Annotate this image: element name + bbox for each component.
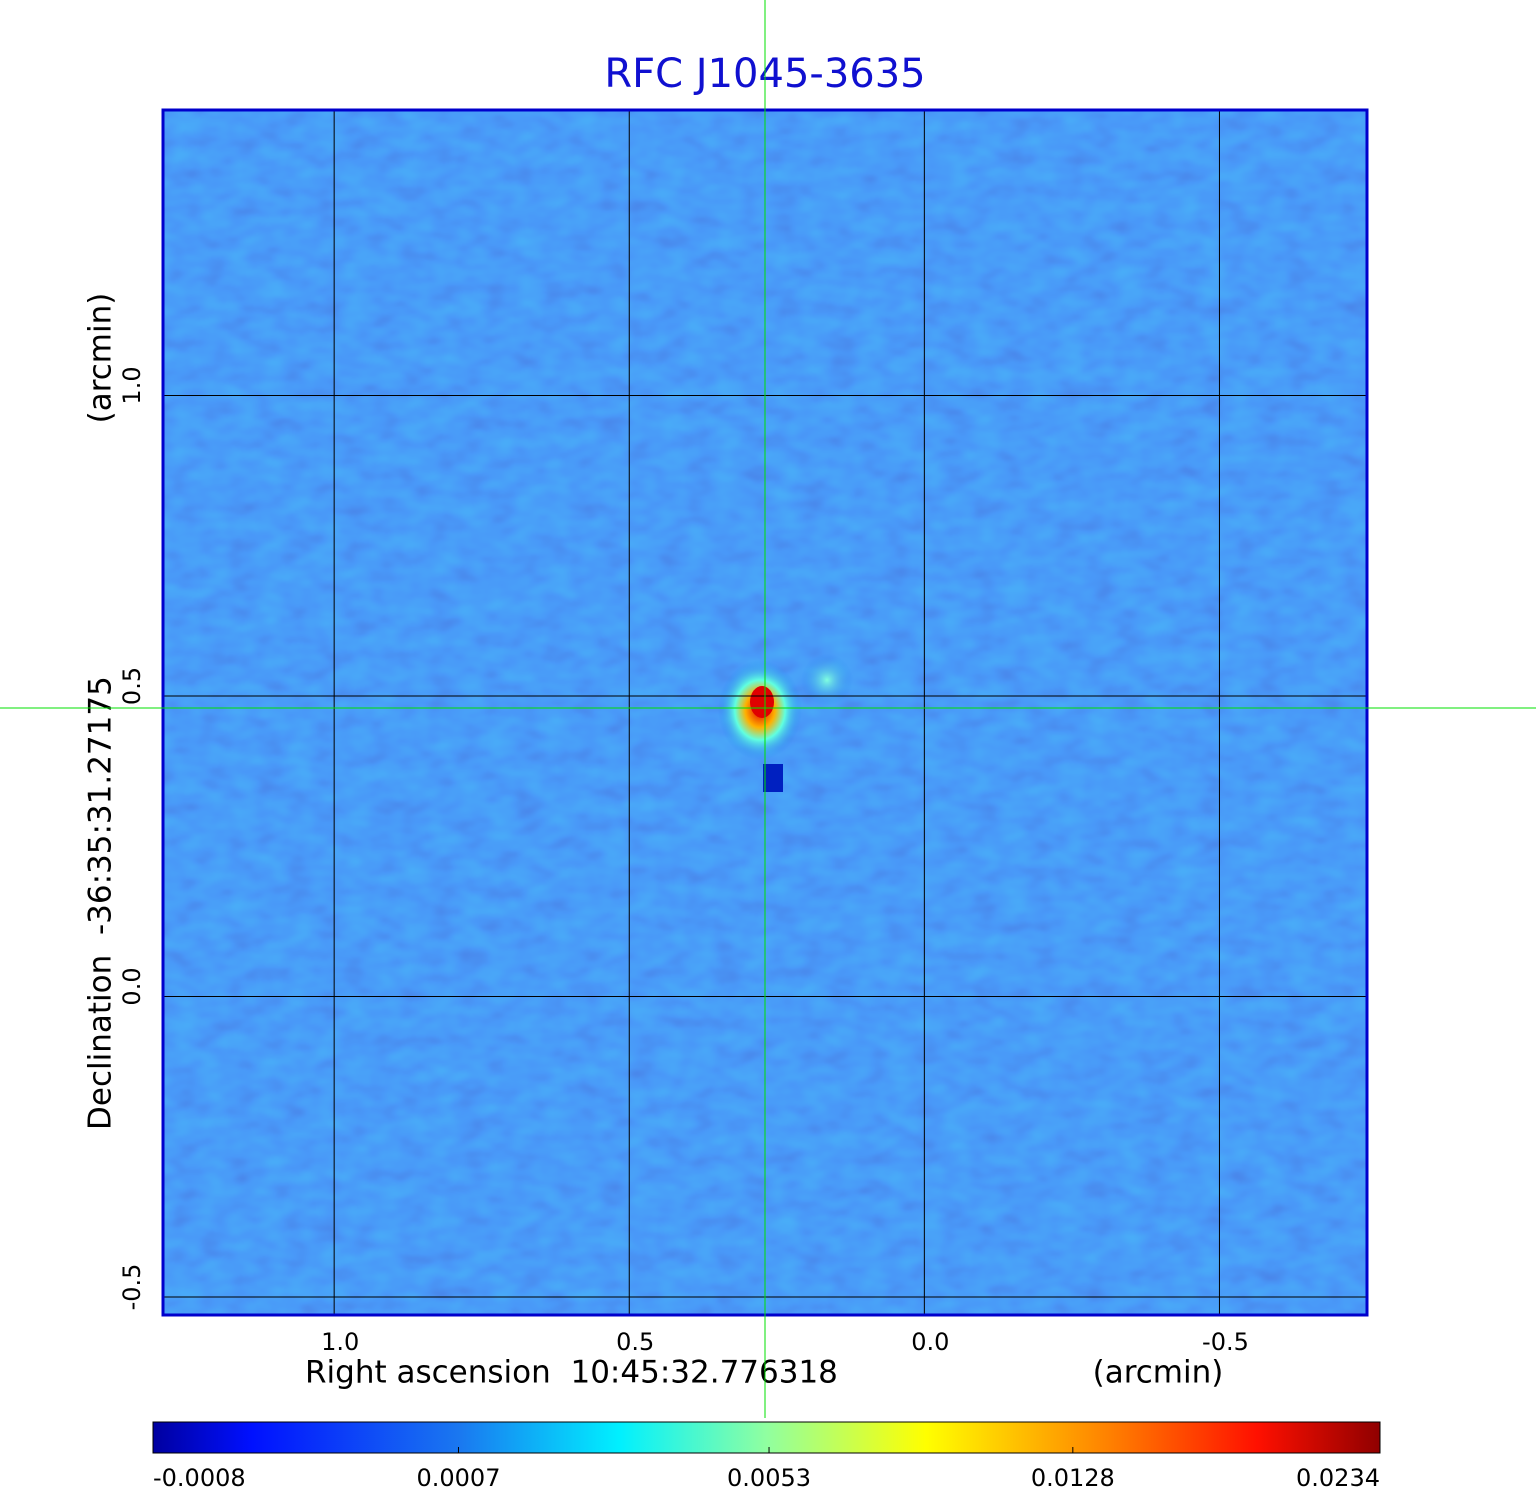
x-tick-label: 1.0 <box>321 1328 359 1356</box>
x-tick-label: 0.0 <box>911 1328 949 1356</box>
source-core <box>750 685 774 718</box>
colorbar-tick-label: 0.0234 <box>1296 1464 1380 1492</box>
y-tick-label: -0.5 <box>118 1264 146 1311</box>
y-tick-label: 0.0 <box>118 967 146 1005</box>
y-axis-unit: (arcmin) <box>83 293 119 424</box>
colorbar-tick-label: 0.0128 <box>1031 1464 1115 1492</box>
x-axis-label: Right ascension 10:45:32.776318 <box>305 1355 838 1391</box>
colorbar-tick-label: 0.0007 <box>416 1464 500 1492</box>
colorbar <box>152 1421 1381 1454</box>
y-tick-label: 0.5 <box>118 667 146 705</box>
negative-lobe <box>763 763 783 792</box>
colorbar-tick-label: -0.0008 <box>153 1464 246 1492</box>
x-axis-unit: (arcmin) <box>1093 1355 1224 1391</box>
x-tick-label: -0.5 <box>1202 1328 1249 1356</box>
y-axis-label: Declination -36:35:31.27175 <box>83 676 119 1130</box>
y-tick-label: 1.0 <box>118 366 146 404</box>
colorbar-tick-label: 0.0053 <box>727 1464 811 1492</box>
source-component <box>801 653 853 706</box>
x-tick-label: 0.5 <box>616 1328 654 1356</box>
